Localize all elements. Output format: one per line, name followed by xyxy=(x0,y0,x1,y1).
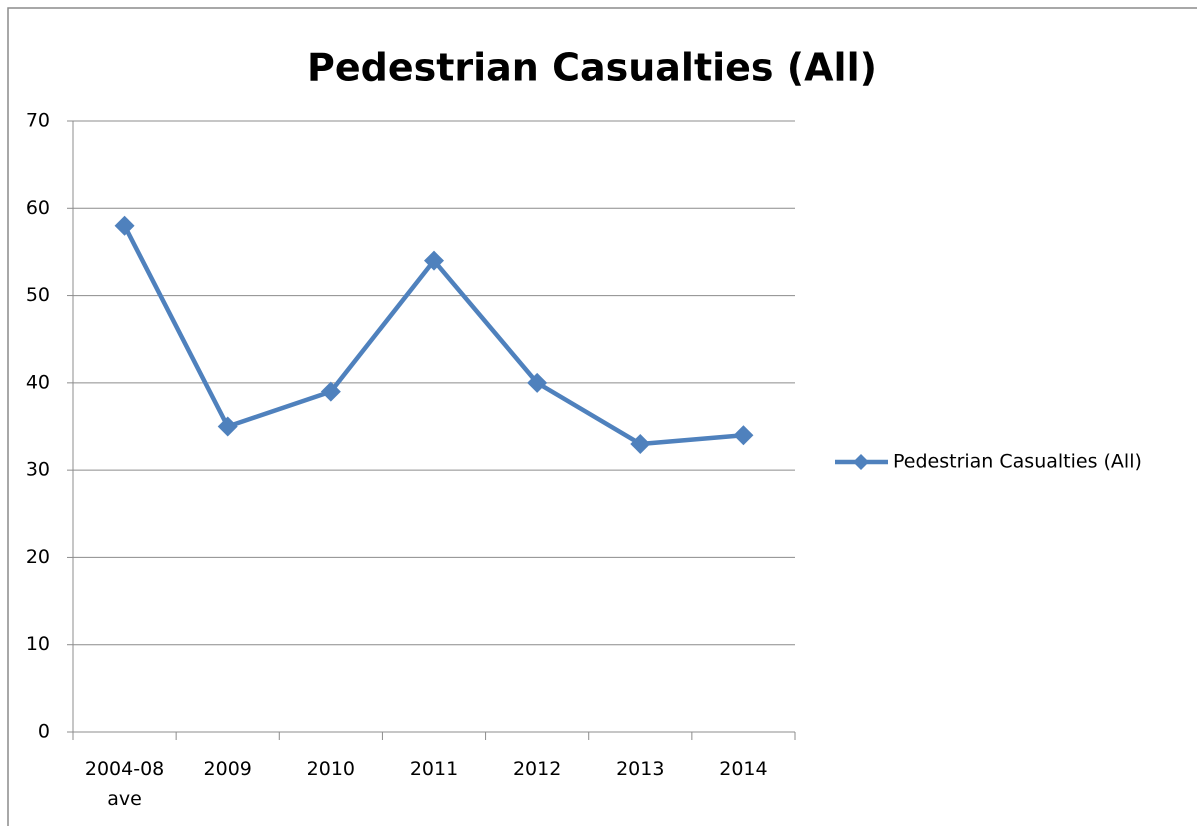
legend-label: Pedestrian Casualties (All) xyxy=(893,451,1142,473)
y-tick-label: 0 xyxy=(38,721,50,743)
x-tick-label: 2013 xyxy=(616,758,665,780)
x-tick-label: 2010 xyxy=(306,758,356,780)
data-point xyxy=(630,433,651,454)
x-tick-label: 2014 xyxy=(719,758,768,780)
data-point xyxy=(217,416,238,437)
x-tick-label: 2009 xyxy=(203,758,252,780)
chart-border xyxy=(7,7,1197,826)
x-tick-label: 2004-08 ave xyxy=(84,758,165,810)
y-tick-label: 30 xyxy=(26,459,50,481)
x-tick-label: 2011 xyxy=(409,758,459,780)
y-tick-label: 50 xyxy=(26,284,50,306)
y-tick-label: 10 xyxy=(26,633,50,655)
data-point xyxy=(114,215,135,236)
data-point xyxy=(424,250,444,271)
y-tick-label: 20 xyxy=(26,546,50,568)
y-tick-label: 40 xyxy=(26,371,50,393)
chart-title: Pedestrian Casualties (All) xyxy=(307,46,877,90)
data-point xyxy=(733,425,754,446)
y-tick-label: 70 xyxy=(26,110,50,132)
data-point xyxy=(527,372,548,393)
legend-marker xyxy=(853,454,869,470)
data-point xyxy=(320,381,341,402)
y-tick-label: 60 xyxy=(26,197,50,219)
x-tick-label: 2012 xyxy=(512,758,562,780)
